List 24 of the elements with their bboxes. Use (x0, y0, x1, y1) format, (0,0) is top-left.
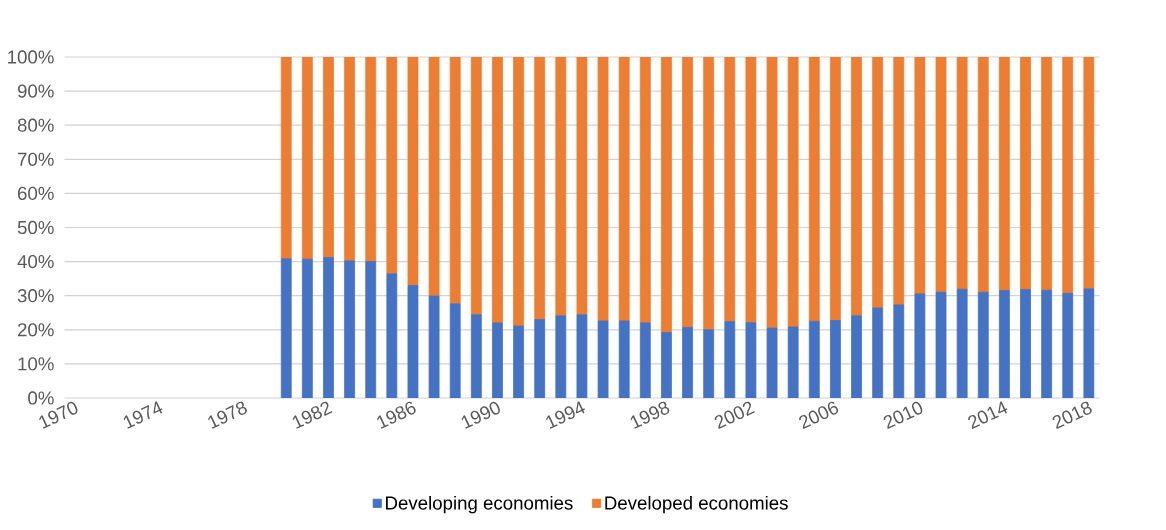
x-tick-label: 2006 (799, 401, 839, 430)
x-tick-label: 2018 (1052, 401, 1092, 430)
y-tick-label: 10% (18, 357, 54, 371)
x-tick-label: 1990 (461, 401, 500, 429)
y-tick-label: 90% (17, 84, 54, 98)
y-tick-label: 20% (17, 323, 54, 337)
x-tick-label: 1998 (630, 401, 670, 429)
y-tick-label: 100% (8, 50, 54, 64)
x-tick-label: 2002 (714, 401, 755, 430)
x-tick-label: 1994 (546, 401, 585, 429)
x-tick-label: 1986 (377, 401, 416, 429)
x-tick-label: 1982 (292, 401, 333, 429)
legend-label: Developing economies (386, 495, 573, 514)
y-tick-label: 40% (17, 254, 54, 269)
y-tick-label: 30% (17, 289, 54, 303)
x-tick-label: 2010 (883, 401, 923, 430)
y-tick-label: 50% (17, 220, 54, 235)
y-tick-label: 80% (17, 118, 54, 132)
y-tick-label: 60% (17, 186, 54, 200)
y-tick-label: 70% (18, 152, 54, 166)
legend-label: Developed economies (605, 495, 788, 514)
x-tick-label: 1978 (208, 401, 247, 429)
x-tick-label: 2014 (968, 401, 1008, 430)
x-tick-label: 1974 (123, 401, 163, 429)
